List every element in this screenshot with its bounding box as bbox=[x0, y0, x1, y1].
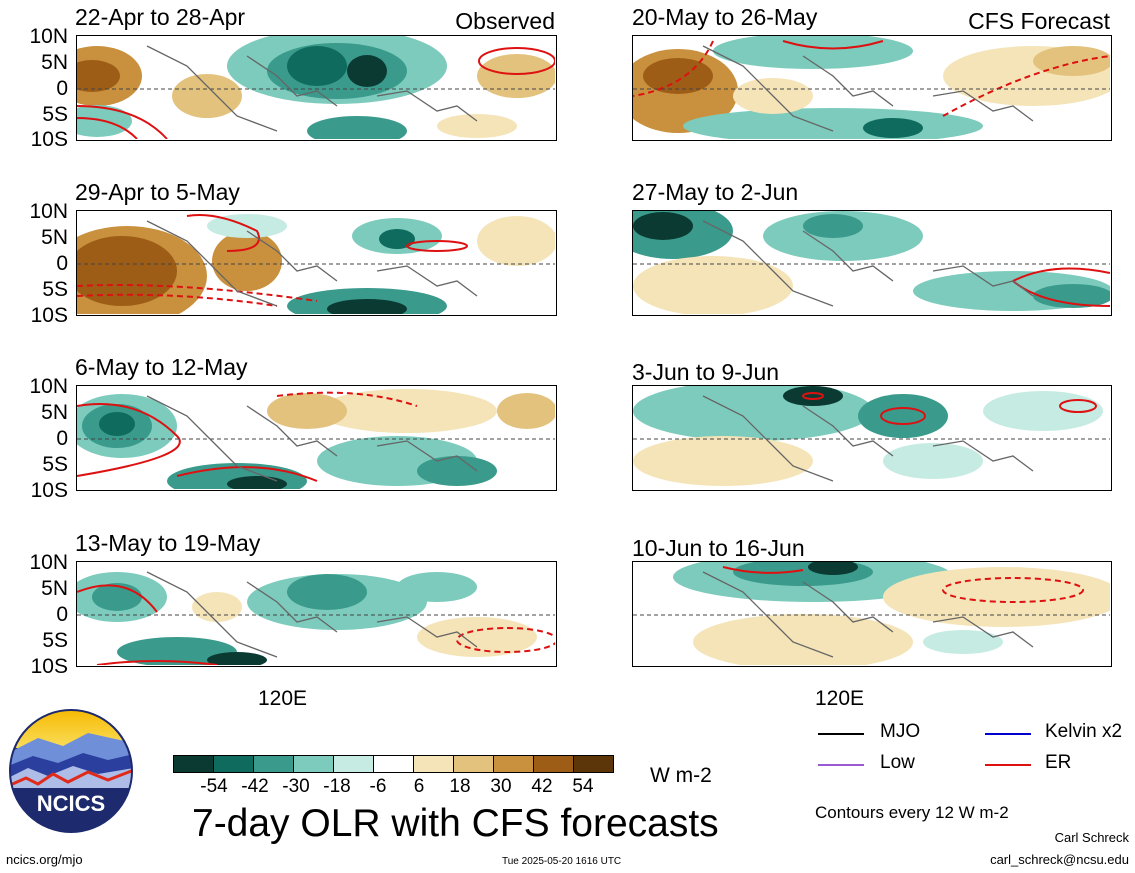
lat-label: 5S bbox=[42, 453, 68, 476]
lat-label: 0 bbox=[56, 427, 68, 450]
olr-map bbox=[632, 385, 1112, 491]
main-title: 7-day OLR with CFS forecasts bbox=[192, 802, 719, 845]
lat-label: 10N bbox=[29, 200, 68, 223]
legend-line-mjo bbox=[818, 733, 864, 735]
lat-label: 5S bbox=[42, 629, 68, 652]
panel-title: 3-Jun to 9-Jun bbox=[632, 359, 780, 385]
footer-timestamp: Tue 2025-05-20 1616 UTC bbox=[502, 856, 622, 867]
lat-label: 0 bbox=[56, 252, 68, 275]
lat-label: 0 bbox=[56, 603, 68, 626]
colorbar-swatch bbox=[333, 755, 374, 773]
colorbar-tick: 6 bbox=[413, 776, 425, 797]
colorbar-tick: -54 bbox=[200, 776, 228, 797]
colorbar-swatch bbox=[493, 755, 534, 773]
lat-label: 10S bbox=[30, 304, 68, 327]
legend-label-low: Low bbox=[880, 752, 915, 773]
legend-label-mjo: MJO bbox=[880, 721, 921, 742]
colorbar-tick: -30 bbox=[282, 776, 310, 797]
olr-map bbox=[76, 561, 557, 667]
colorbar-swatch bbox=[453, 755, 494, 773]
colorbar bbox=[173, 755, 628, 773]
contour-note: Contours every 12 W m-2 bbox=[815, 803, 1009, 822]
lat-label: 5S bbox=[42, 103, 68, 126]
colorbar-tick: -18 bbox=[323, 776, 351, 797]
panel-label: Observed bbox=[455, 8, 555, 34]
footer-email[interactable]: carl_schreck@ncsu.edu bbox=[990, 852, 1129, 867]
panel-title: 29-Apr to 5-May bbox=[75, 179, 240, 205]
legend-line-er bbox=[985, 764, 1031, 766]
lat-label: 10N bbox=[29, 375, 68, 398]
lat-label: 0 bbox=[56, 77, 68, 100]
lat-label: 10N bbox=[29, 551, 68, 574]
colorbar-swatch bbox=[373, 755, 414, 773]
legend-label-kelvin: Kelvin x2 bbox=[1045, 721, 1123, 742]
colorbar-tick: -6 bbox=[369, 776, 387, 797]
lat-label: 5S bbox=[42, 278, 68, 301]
colorbar-tick: -42 bbox=[241, 776, 269, 797]
panel-label: CFS Forecast bbox=[968, 8, 1110, 34]
legend-line-low bbox=[818, 764, 864, 766]
colorbar-swatch bbox=[413, 755, 454, 773]
panel-title: 22-Apr to 28-Apr bbox=[75, 4, 246, 30]
footer-url[interactable]: ncics.org/mjo bbox=[6, 852, 83, 867]
panel-title: 27-May to 2-Jun bbox=[632, 179, 799, 205]
lat-label: 5N bbox=[41, 51, 68, 74]
colorbar-swatch bbox=[213, 755, 254, 773]
colorbar-swatch bbox=[573, 755, 614, 773]
colorbar-swatch bbox=[253, 755, 294, 773]
colorbar-swatch bbox=[533, 755, 574, 773]
lat-label: 5N bbox=[41, 401, 68, 424]
lat-label: 10S bbox=[30, 479, 68, 502]
logo-text: NCICS bbox=[37, 791, 105, 816]
legend-line-kelvin bbox=[985, 733, 1031, 735]
panel-title: 6-May to 12-May bbox=[75, 354, 248, 380]
ncics-logo: NCICS bbox=[8, 708, 134, 834]
lat-label: 10S bbox=[30, 655, 68, 678]
x-tick-label: 120E bbox=[258, 687, 308, 710]
olr-map bbox=[76, 385, 557, 491]
colorbar-swatch bbox=[293, 755, 334, 773]
panel-title: 13-May to 19-May bbox=[75, 530, 261, 556]
panel-title: 10-Jun to 16-Jun bbox=[632, 535, 805, 561]
olr-map bbox=[632, 210, 1112, 316]
panel-title: 20-May to 26-May bbox=[632, 4, 818, 30]
colorbar-tick: 42 bbox=[531, 776, 553, 797]
x-tick-label: 120E bbox=[815, 687, 865, 710]
lat-label: 10N bbox=[29, 25, 68, 48]
footer-author: Carl Schreck bbox=[1054, 830, 1129, 845]
colorbar-tick: 54 bbox=[572, 776, 594, 797]
colorbar-tick: 30 bbox=[490, 776, 512, 797]
olr-map bbox=[76, 210, 557, 316]
colorbar-units: W m-2 bbox=[650, 764, 712, 787]
colorbar-labels: -54 -42 -30 -18 -6 6 18 30 42 54 bbox=[173, 776, 628, 798]
olr-map bbox=[632, 561, 1112, 667]
colorbar-swatch bbox=[173, 755, 214, 773]
lat-label: 5N bbox=[41, 226, 68, 249]
olr-map bbox=[76, 35, 557, 141]
legend-label-er: ER bbox=[1045, 752, 1072, 773]
lat-label: 5N bbox=[41, 577, 68, 600]
colorbar-tick: 18 bbox=[449, 776, 471, 797]
olr-map bbox=[632, 35, 1112, 141]
lat-label: 10S bbox=[30, 128, 68, 151]
